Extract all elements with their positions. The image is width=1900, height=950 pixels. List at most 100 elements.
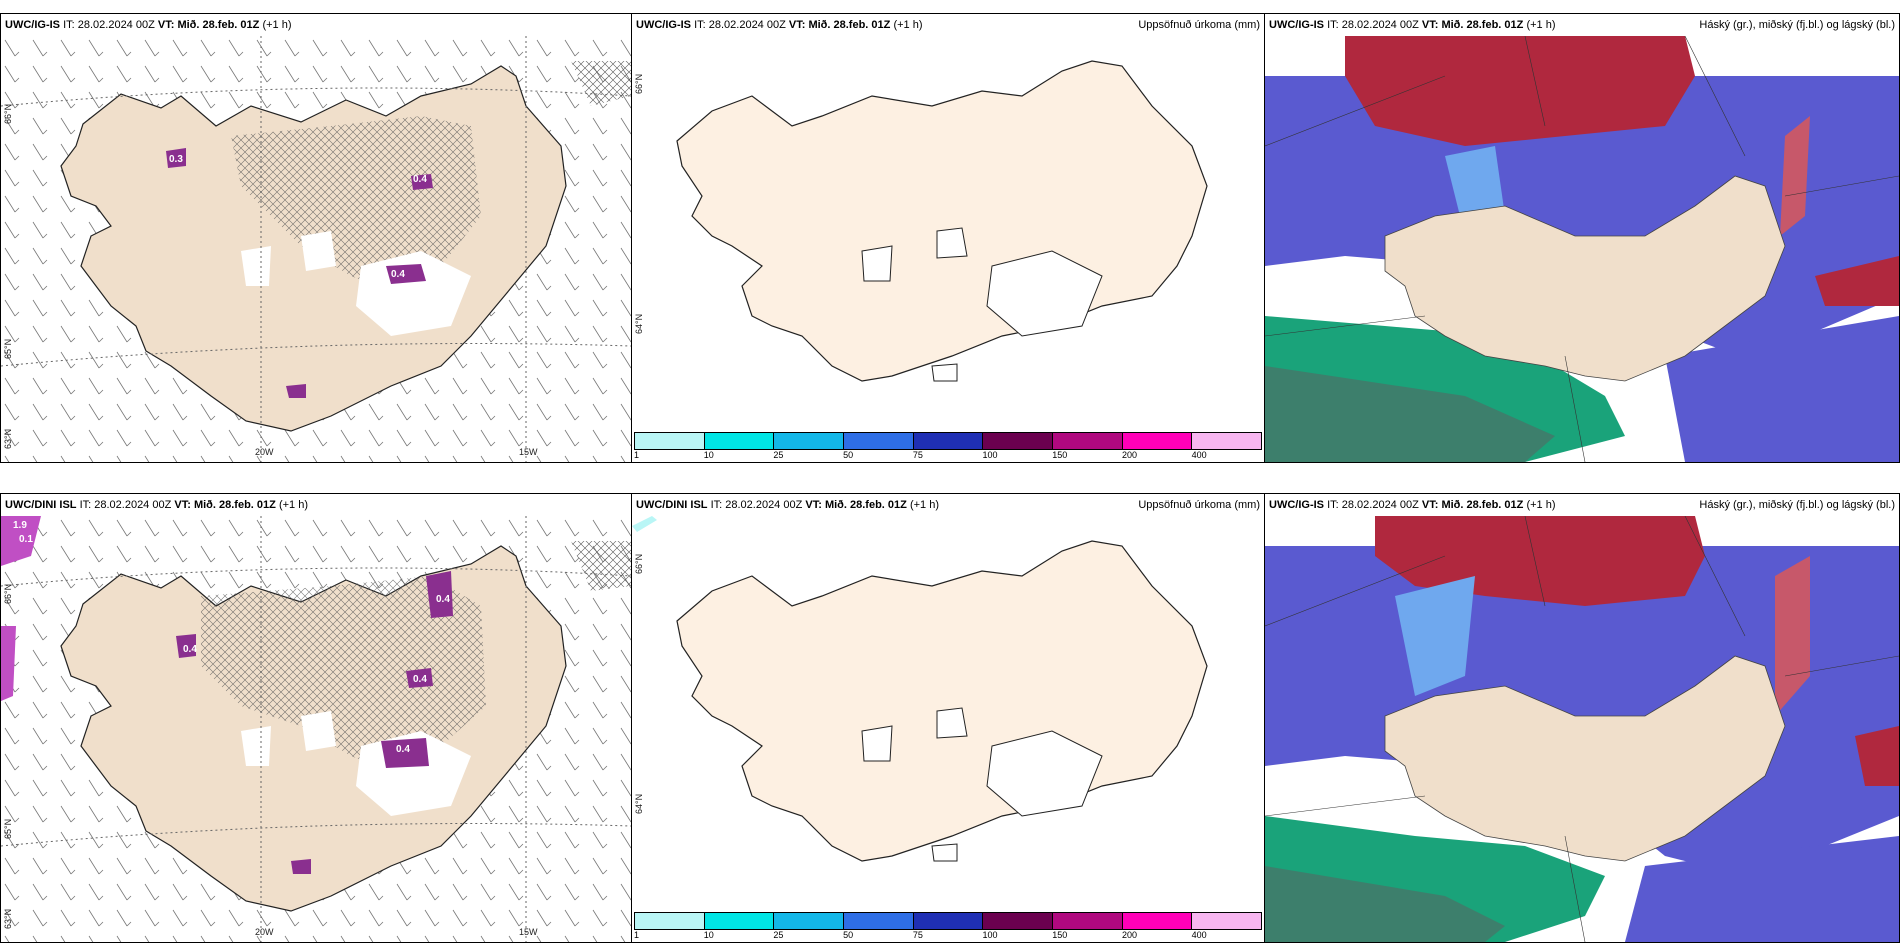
high-cloud-area (1345, 36, 1695, 146)
it-label: IT: (710, 499, 723, 511)
it-label: IT: (79, 499, 92, 511)
lead-time: (+1 h) (1526, 19, 1556, 31)
colorbar-cell (774, 913, 845, 929)
country-border-lines (1265, 516, 1899, 942)
glacier-1 (986, 250, 1103, 337)
lead-time: (+1 h) (278, 499, 308, 511)
glacier-white-1 (356, 251, 471, 336)
colorbar-cell (1053, 913, 1123, 929)
precip-blob-nw (1, 516, 41, 566)
vt-label: VT: (1421, 19, 1439, 31)
precip-wind-panel-bottom: UWC/DINI ISL IT: 28.02.2024 00Z VT: Mið.… (0, 493, 632, 943)
panel-header: UWC/DINI ISL IT: 28.02.2024 00Z VT: Mið.… (1, 494, 631, 516)
vt-value: Mið. 28.feb. 01Z (1441, 499, 1524, 511)
colorbar-label: 10 (703, 930, 714, 940)
lat-label: 66°N (3, 103, 13, 124)
it-label: IT: (63, 19, 75, 31)
precip-blob-3 (406, 668, 433, 688)
colorbar-cell (1122, 433, 1193, 449)
colorbar (634, 912, 1262, 930)
iceland-landmass (676, 60, 1208, 382)
vt-value: Mið. 28.feb. 01Z (1441, 19, 1524, 31)
accum-precip-panel-top: UWC/IG-IS IT: 28.02.2024 00Z VT: Mið. 28… (631, 13, 1265, 463)
lat-label: 63°N (3, 908, 13, 929)
colorbar-labels: 1 10 25 50 75 100 150 200 400 (634, 930, 1262, 942)
glacier-white-3 (241, 246, 271, 286)
accum-precip-panel-bottom: UWC/DINI ISL IT: 28.02.2024 00Z VT: Mið.… (631, 493, 1265, 943)
lat-line-64 (1, 823, 631, 847)
iceland-map (632, 516, 1208, 862)
accum-trace-nw (632, 516, 657, 532)
glacier-white-3 (241, 726, 271, 766)
model-name: UWC/IG-IS (5, 19, 60, 31)
vt-label: VT: (805, 499, 822, 511)
precip-wind-panel-top: UWC/IG-IS IT: 28.02.2024 00Z VT: Mið. 28… (0, 13, 632, 463)
it-label: IT: (694, 19, 706, 31)
glacier-3 (861, 245, 893, 282)
lat-label: 66°N (634, 553, 644, 574)
value-label: 0.4 (436, 594, 450, 605)
precip-blob-5 (291, 859, 311, 874)
glacier-4 (931, 363, 958, 382)
lead-time: (+1 h) (1526, 499, 1556, 511)
colorbar-label: 150 (1052, 930, 1068, 940)
lon-label: 20W (255, 447, 274, 457)
value-label: 0.4 (183, 644, 197, 655)
map-area (632, 516, 1264, 908)
vt-label: VT: (174, 499, 191, 511)
glacier-3 (861, 725, 893, 762)
colorbar-cell (704, 433, 775, 449)
lat-label: 64°N (634, 793, 644, 814)
colorbar-cell (774, 433, 845, 449)
lead-time: (+1 h) (909, 499, 939, 511)
colorbar-cell (983, 913, 1054, 929)
value-label: 0.4 (391, 269, 405, 280)
panel-header: UWC/IG-IS IT: 28.02.2024 00Z VT: Mið. 28… (632, 14, 1264, 36)
colorbar-label: 1 (634, 450, 640, 460)
iceland-map (676, 60, 1208, 382)
low-cloud-band-south (1665, 316, 1899, 462)
mid-cloud-dark (1265, 366, 1555, 462)
map-area (1265, 36, 1899, 462)
value-label: 0.4 (413, 174, 427, 185)
colorbar-cell (983, 433, 1054, 449)
iceland-landmass (676, 540, 1208, 862)
panel-title: Uppsöfnuð úrkoma (mm) (1138, 19, 1260, 31)
colorbar (634, 432, 1262, 450)
value-label: 0.1 (19, 534, 33, 545)
it-label: IT: (1327, 499, 1339, 511)
value-label: 0.4 (413, 674, 427, 685)
colorbar-cell (704, 913, 775, 929)
glacier-4 (931, 843, 958, 862)
lead-time: (+1 h) (893, 19, 923, 31)
lon-label: 20W (255, 927, 274, 937)
iceland-map (1, 516, 631, 942)
precip-blob-2 (426, 571, 453, 618)
colorbar-label: 75 (912, 450, 923, 460)
colorbar-label: 10 (703, 450, 714, 460)
lat-label: 63°N (3, 428, 13, 449)
precip-blob-1 (176, 634, 196, 658)
lead-time: (+1 h) (262, 19, 292, 31)
lat-label: 66°N (3, 583, 13, 604)
colorbar-cell (913, 913, 984, 929)
lat-line-66 (1, 87, 631, 107)
glacier-1 (986, 730, 1103, 817)
lon-label: 15W (519, 447, 538, 457)
colorbar-label: 400 (1191, 450, 1207, 460)
value-label: 1.9 (13, 520, 27, 531)
model-name: UWC/DINI ISL (5, 499, 77, 511)
lat-label: 64°N (634, 313, 644, 334)
vt-label: VT: (788, 19, 806, 31)
it-value: 28.02.2024 00Z (94, 499, 172, 511)
vt-value: Mið. 28.feb. 01Z (193, 499, 276, 511)
colorbar-label: 25 (773, 450, 784, 460)
vt-value: Mið. 28.feb. 01Z (808, 19, 891, 31)
colorbar-cell (635, 433, 705, 449)
colorbar-cell (1122, 913, 1193, 929)
model-name: UWC/IG-IS (1269, 19, 1324, 31)
value-label: 0.3 (169, 154, 183, 165)
cloud-cover-panel-top: UWC/IG-IS IT: 28.02.2024 00Z VT: Mið. 28… (1264, 13, 1900, 463)
lat-label: 65°N (3, 338, 13, 359)
panel-header: UWC/IG-IS IT: 28.02.2024 00Z VT: Mið. 28… (1, 14, 631, 36)
